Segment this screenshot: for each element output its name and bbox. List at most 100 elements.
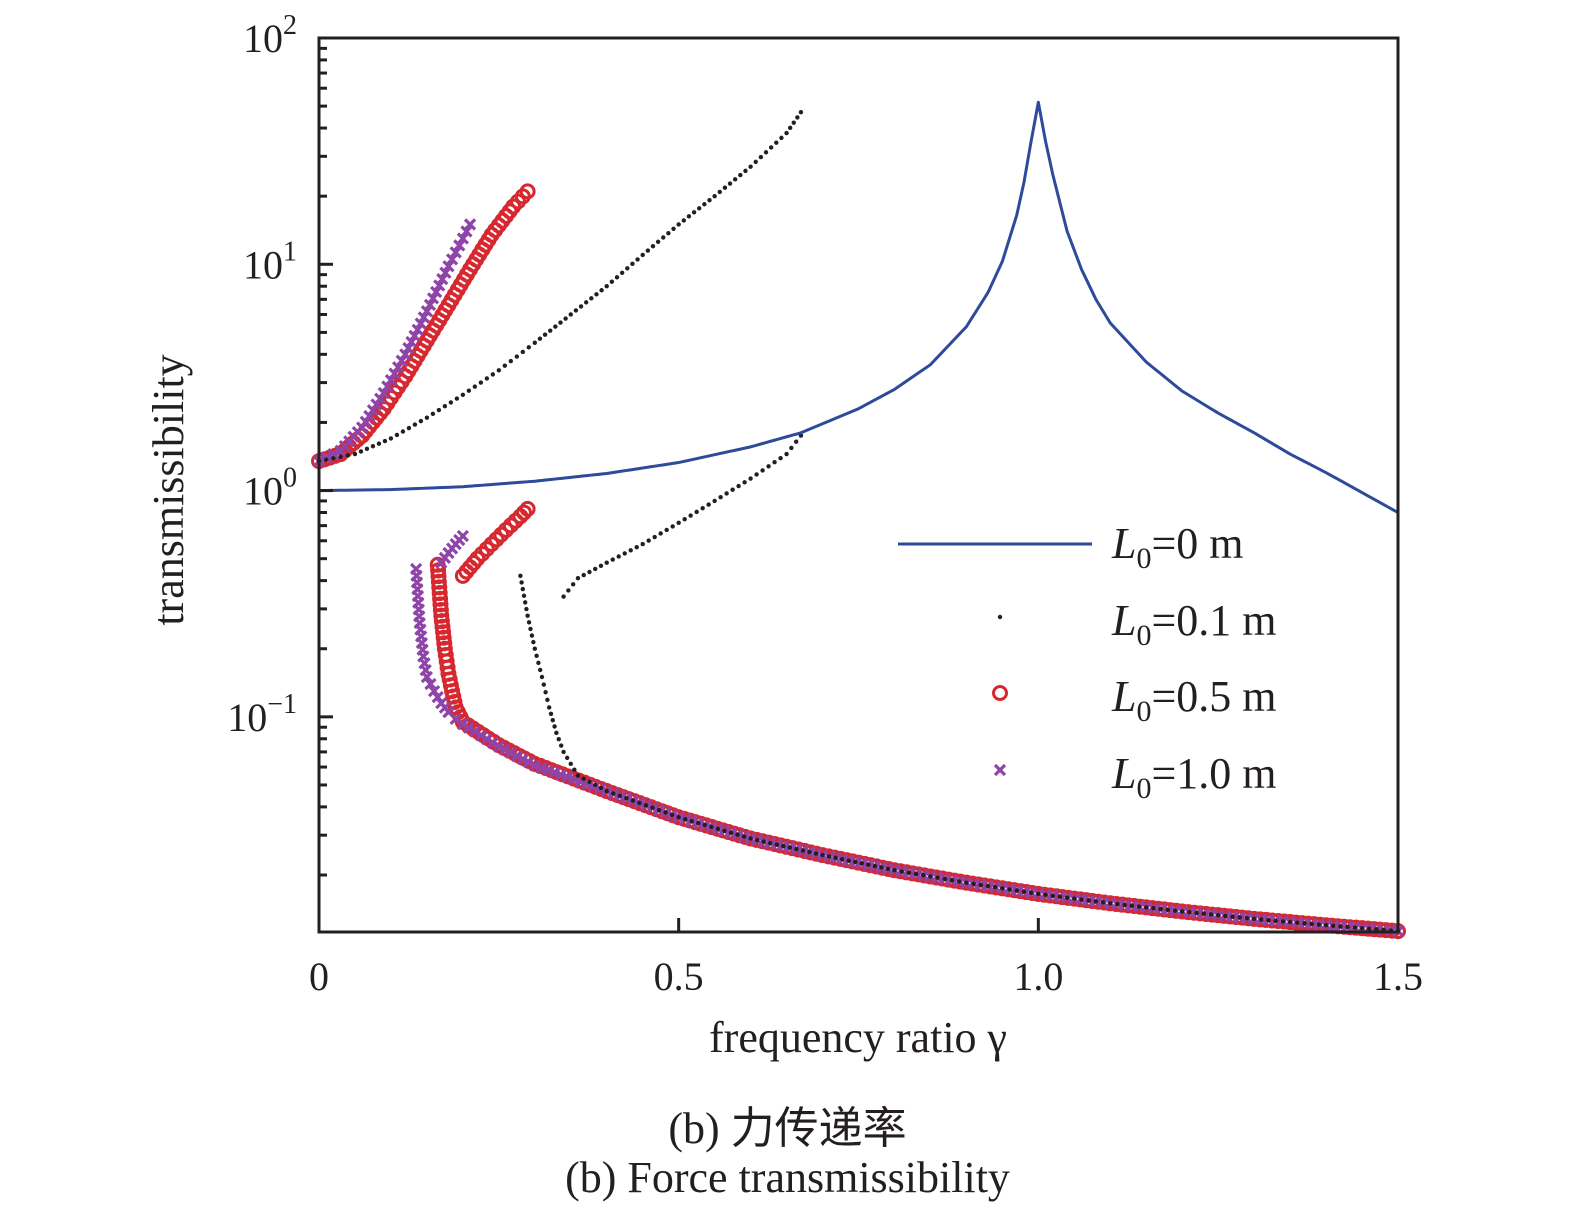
legend-symbol: L bbox=[1111, 519, 1136, 568]
data-point bbox=[993, 763, 1007, 777]
data-point bbox=[1302, 921, 1307, 926]
data-point bbox=[727, 181, 733, 186]
y-tick-exponent: −1 bbox=[267, 689, 297, 720]
data-point bbox=[1316, 922, 1322, 927]
data-point bbox=[1115, 901, 1120, 907]
data-point bbox=[370, 444, 376, 449]
data-point bbox=[377, 386, 390, 400]
data-point bbox=[617, 793, 623, 799]
data-point bbox=[772, 460, 777, 465]
legend-subscript: 0 bbox=[1136, 542, 1151, 575]
data-point bbox=[921, 873, 926, 878]
data-point bbox=[742, 480, 747, 485]
data-point bbox=[676, 222, 681, 227]
data-point bbox=[1158, 906, 1163, 912]
data-point bbox=[394, 432, 400, 438]
data-point bbox=[682, 516, 687, 522]
y-tick-label: 101 bbox=[243, 236, 297, 287]
data-point bbox=[949, 877, 955, 883]
data-point bbox=[445, 253, 459, 266]
data-point bbox=[1208, 912, 1214, 917]
data-point bbox=[715, 826, 721, 832]
y-tick-label: 100 bbox=[243, 463, 297, 514]
data-point bbox=[899, 869, 904, 874]
data-point bbox=[412, 422, 418, 427]
data-point bbox=[1295, 920, 1300, 925]
data-point bbox=[635, 257, 640, 262]
data-point bbox=[604, 560, 609, 565]
data-point bbox=[706, 502, 711, 507]
series-branch bbox=[518, 573, 581, 778]
data-point bbox=[364, 446, 370, 452]
data-point bbox=[640, 252, 645, 258]
y-tick-exponent: 0 bbox=[283, 463, 297, 494]
caption-chinese: (b) 力传递率 bbox=[668, 1104, 907, 1153]
data-point bbox=[622, 551, 627, 556]
data-point bbox=[774, 842, 779, 847]
data-point bbox=[616, 554, 621, 559]
data-point bbox=[691, 210, 697, 215]
legend-entry: L0=0 m bbox=[898, 519, 1244, 575]
data-point bbox=[358, 449, 364, 454]
data-point bbox=[640, 541, 645, 547]
y-tick-label: 10−1 bbox=[227, 689, 297, 740]
data-point bbox=[800, 848, 806, 853]
data-point bbox=[712, 193, 717, 199]
y-tick-base: 10 bbox=[243, 242, 283, 287]
series-branch bbox=[429, 556, 471, 730]
data-point bbox=[971, 881, 976, 887]
data-point bbox=[604, 788, 609, 794]
data-point bbox=[604, 284, 609, 289]
data-point bbox=[522, 756, 535, 769]
data-point bbox=[550, 717, 555, 723]
legend-subscript: 0 bbox=[1136, 695, 1151, 728]
series-branch bbox=[312, 218, 477, 468]
data-point bbox=[694, 509, 699, 515]
data-point bbox=[741, 834, 747, 839]
data-point bbox=[384, 373, 398, 387]
data-point bbox=[435, 624, 452, 641]
data-point bbox=[646, 538, 651, 543]
data-point bbox=[418, 418, 424, 424]
data-point bbox=[839, 857, 845, 862]
data-point bbox=[702, 822, 708, 828]
data-point bbox=[1331, 923, 1336, 929]
caption-english: (b) Force transmissibility bbox=[565, 1153, 1010, 1202]
data-point bbox=[774, 140, 779, 145]
data-point bbox=[669, 812, 675, 818]
data-point bbox=[526, 345, 532, 350]
data-point bbox=[542, 332, 548, 337]
legend-label: L0=0.5 m bbox=[1111, 672, 1277, 728]
data-point bbox=[748, 164, 753, 169]
y-tick-base: 10 bbox=[243, 469, 283, 514]
series-branch bbox=[409, 562, 469, 731]
data-point bbox=[784, 451, 789, 457]
legend-symbol: L bbox=[1111, 749, 1136, 798]
data-point bbox=[1144, 905, 1149, 910]
data-point bbox=[730, 487, 735, 492]
data-point bbox=[430, 568, 447, 585]
data-point bbox=[1280, 919, 1286, 924]
x-tick-label: 1.5 bbox=[1373, 954, 1423, 999]
y-tick-base: 10 bbox=[227, 695, 267, 740]
data-point bbox=[760, 468, 765, 473]
data-point bbox=[453, 239, 466, 252]
data-point bbox=[541, 682, 546, 687]
data-point bbox=[794, 846, 799, 852]
data-point bbox=[1057, 894, 1063, 899]
data-point bbox=[778, 455, 783, 461]
data-point bbox=[490, 372, 496, 377]
data-point bbox=[587, 779, 592, 784]
data-point bbox=[866, 862, 871, 867]
data-point bbox=[598, 785, 604, 791]
series-branch bbox=[316, 109, 804, 464]
data-point bbox=[1086, 898, 1091, 903]
data-point bbox=[516, 752, 529, 766]
y-tick-exponent: 2 bbox=[283, 10, 297, 41]
series-l0-0-1-m bbox=[316, 109, 1401, 934]
data-point bbox=[1273, 918, 1278, 923]
data-point bbox=[671, 226, 676, 231]
data-point bbox=[670, 524, 675, 529]
data-point bbox=[564, 755, 570, 761]
data-point bbox=[391, 361, 405, 374]
